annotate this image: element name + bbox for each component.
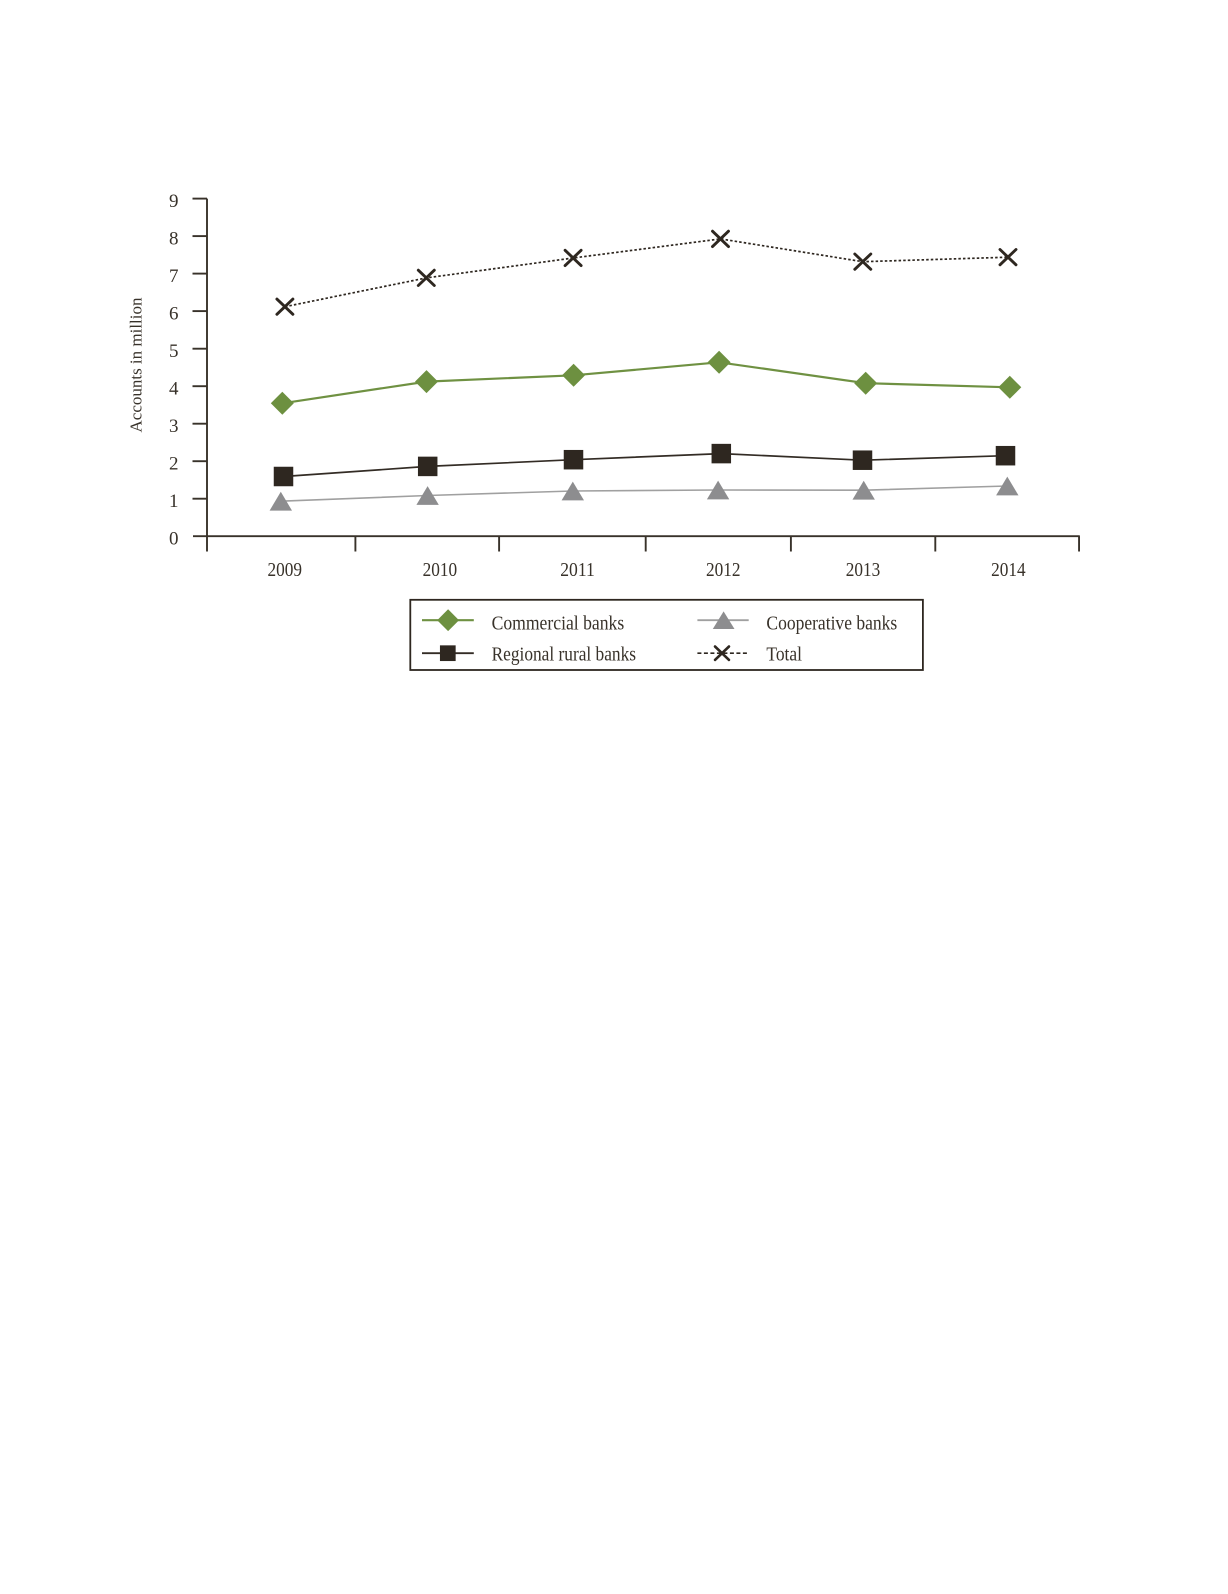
svg-text:1: 1: [169, 491, 179, 512]
svg-text:2011: 2011: [560, 559, 595, 581]
svg-text:9: 9: [169, 191, 179, 212]
svg-text:Total: Total: [766, 643, 802, 665]
svg-text:2: 2: [169, 454, 179, 475]
svg-text:2013: 2013: [846, 559, 881, 581]
svg-text:2014: 2014: [991, 559, 1026, 581]
svg-text:0: 0: [169, 529, 179, 550]
svg-text:Commercial banks: Commercial banks: [492, 612, 625, 634]
svg-text:3: 3: [169, 416, 179, 437]
svg-text:4: 4: [169, 379, 179, 400]
svg-text:5: 5: [169, 341, 179, 362]
svg-text:7: 7: [169, 266, 179, 287]
svg-text:Accounts in million: Accounts in million: [127, 297, 146, 432]
svg-text:Cooperative banks: Cooperative banks: [766, 612, 897, 634]
svg-text:6: 6: [169, 304, 179, 325]
svg-text:8: 8: [169, 229, 179, 250]
svg-text:Regional rural banks: Regional rural banks: [492, 643, 637, 665]
svg-text:2010: 2010: [423, 559, 458, 581]
svg-text:2009: 2009: [268, 559, 303, 581]
svg-text:2012: 2012: [706, 559, 741, 581]
